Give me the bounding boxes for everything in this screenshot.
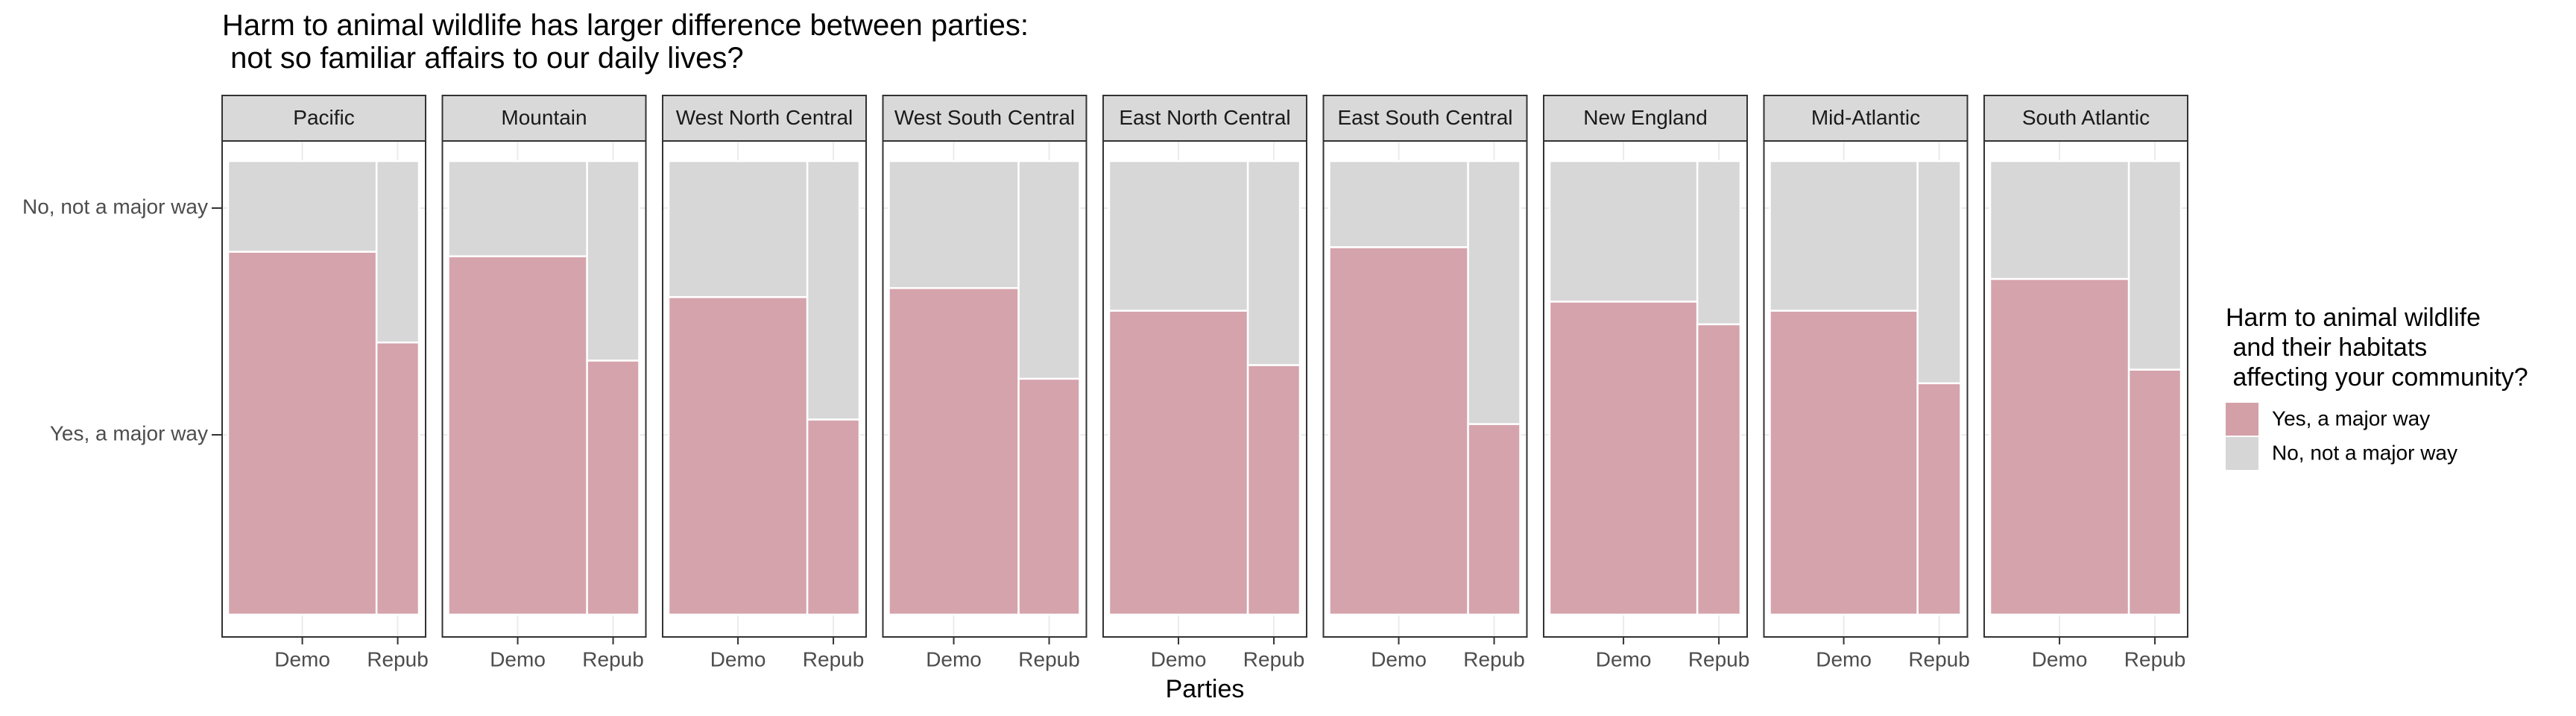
legend-label-1: No, not a major way	[2272, 441, 2457, 464]
tile-repub-no-4	[1246, 160, 1301, 366]
legend-key-1	[2226, 437, 2258, 470]
x-tick-label-6-1: Repub	[1688, 647, 1750, 671]
chart-title-line-1: Harm to animal wildlife has larger diffe…	[222, 9, 1029, 42]
chart-title-line-2: not so familiar affairs to our daily liv…	[222, 42, 744, 75]
panel-border-3	[882, 140, 1087, 638]
x-tick-label-1-1: Repub	[582, 647, 644, 671]
tile-demo-no-0	[227, 160, 378, 253]
x-tick-label-4-1: Repub	[1243, 647, 1305, 671]
facet-label-0: Pacific	[293, 106, 354, 129]
tile-demo-yes-3	[888, 286, 1020, 616]
panel-border-5	[1322, 140, 1528, 638]
x-tick-label-8-1: Repub	[2124, 647, 2186, 671]
y-tick-label-yes: Yes, a major way	[50, 421, 208, 445]
tile-demo-yes-8	[1989, 277, 2130, 616]
facet-label-4: East North Central	[1119, 106, 1290, 129]
tile-demo-no-7	[1769, 160, 1919, 312]
legend-key-0	[2226, 403, 2258, 436]
facet-strip-0	[221, 95, 426, 142]
panel-border-1	[441, 140, 647, 638]
tile-repub-no-7	[1916, 160, 1962, 385]
tile-demo-no-2	[667, 160, 809, 298]
x-tick-label-3-0: Demo	[926, 647, 982, 671]
tile-repub-yes-8	[2127, 368, 2182, 616]
facet-label-6: New England	[1583, 106, 1708, 129]
facet-strip-1	[441, 95, 647, 142]
tile-demo-yes-5	[1328, 246, 1469, 616]
x-tick-label-1-0: Demo	[490, 647, 546, 671]
panel-border-0	[221, 140, 426, 638]
tile-demo-no-8	[1989, 160, 2130, 280]
tile-demo-no-1	[447, 160, 588, 257]
panel-border-7	[1763, 140, 1969, 638]
facet-label-7: Mid-Atlantic	[1811, 106, 1920, 129]
tile-repub-no-6	[1696, 160, 1742, 326]
tile-demo-yes-1	[447, 255, 588, 616]
x-tick-label-6-0: Demo	[1596, 647, 1652, 671]
panel-border-2	[662, 140, 867, 638]
facet-strip-2	[662, 95, 867, 142]
x-tick-label-7-0: Demo	[1816, 647, 1872, 671]
tile-repub-no-0	[375, 160, 420, 344]
x-tick-label-2-1: Repub	[803, 647, 865, 671]
tile-repub-yes-5	[1467, 423, 1521, 616]
tile-repub-yes-6	[1696, 323, 1742, 616]
legend-title-line-2: affecting your community?	[2226, 363, 2528, 392]
tile-demo-no-4	[1108, 160, 1249, 312]
tile-repub-yes-4	[1246, 364, 1301, 616]
x-tick-label-8-0: Demo	[2032, 647, 2088, 671]
facet-label-1: Mountain	[501, 106, 587, 129]
tile-demo-yes-6	[1548, 301, 1699, 616]
x-tick-label-4-0: Demo	[1151, 647, 1207, 671]
x-tick-label-5-0: Demo	[1371, 647, 1427, 671]
tile-demo-yes-0	[227, 251, 378, 616]
facet-strip-3	[882, 95, 1087, 142]
tile-demo-no-6	[1548, 160, 1699, 303]
tile-repub-yes-0	[375, 341, 420, 616]
legend-title-line-1: and their habitats	[2226, 333, 2427, 362]
facet-strip-8	[1983, 95, 2188, 142]
x-tick-label-3-1: Repub	[1018, 647, 1080, 671]
tile-repub-yes-1	[586, 359, 640, 616]
tile-repub-no-2	[806, 160, 861, 421]
facet-label-5: East South Central	[1337, 106, 1512, 129]
facet-label-3: West South Central	[894, 106, 1075, 129]
x-tick-label-2-0: Demo	[710, 647, 766, 671]
facet-label-2: West North Central	[676, 106, 853, 129]
panel-border-4	[1102, 140, 1307, 638]
panel-border-8	[1983, 140, 2188, 638]
x-tick-label-0-1: Repub	[367, 647, 429, 671]
tile-repub-yes-7	[1916, 382, 1962, 616]
tile-repub-no-1	[586, 160, 640, 362]
facet-strip-5	[1322, 95, 1528, 142]
tile-demo-no-5	[1328, 160, 1469, 248]
tile-demo-no-3	[888, 160, 1020, 289]
x-tick-label-5-1: Repub	[1463, 647, 1525, 671]
legend-title-line-0: Harm to animal wildlife	[2226, 304, 2481, 332]
tile-repub-no-3	[1017, 160, 1081, 380]
tile-repub-yes-2	[806, 418, 861, 616]
x-axis-title: Parties	[1166, 675, 1245, 703]
tile-demo-yes-4	[1108, 310, 1249, 616]
x-tick-label-7-1: Repub	[1908, 647, 1970, 671]
facet-label-8: South Atlantic	[2022, 106, 2150, 129]
tile-repub-no-5	[1467, 160, 1521, 425]
tile-demo-yes-2	[667, 296, 809, 616]
x-tick-label-0-0: Demo	[274, 647, 330, 671]
tile-repub-yes-3	[1017, 377, 1081, 616]
panel-border-6	[1543, 140, 1748, 638]
facet-strip-4	[1102, 95, 1307, 142]
y-tick-label-no: No, not a major way	[22, 195, 208, 218]
legend-label-0: Yes, a major way	[2272, 406, 2430, 430]
tile-repub-no-8	[2127, 160, 2182, 371]
tile-demo-yes-7	[1769, 310, 1919, 616]
